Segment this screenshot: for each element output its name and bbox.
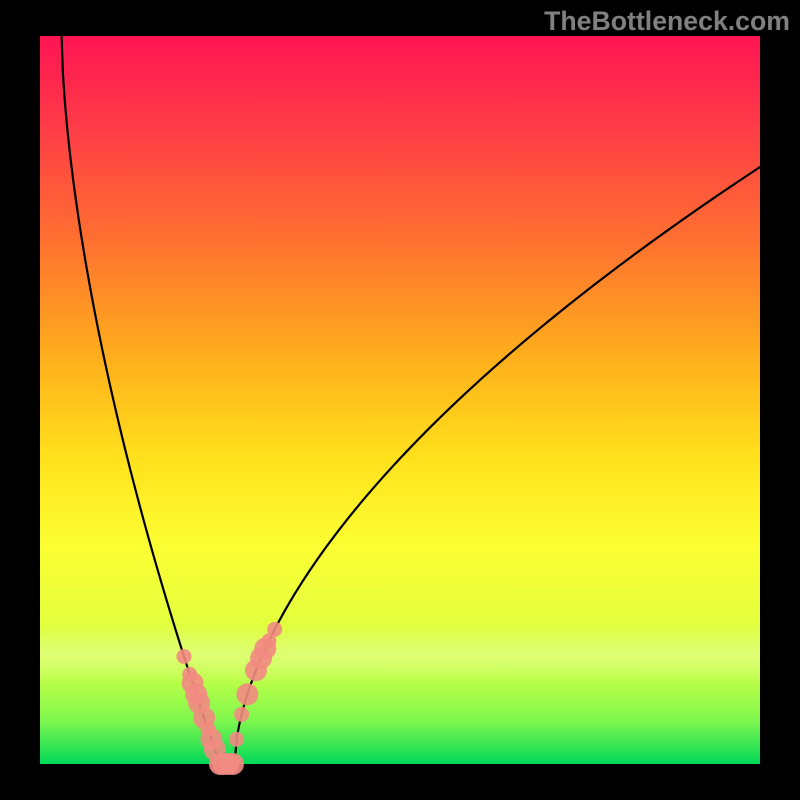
marker-point	[234, 707, 249, 722]
marker-point	[229, 732, 244, 747]
marker-point	[177, 649, 192, 664]
marker-point	[267, 622, 282, 637]
glow-band	[40, 626, 760, 684]
plot-svg	[0, 0, 800, 800]
bottleneck-chart: TheBottleneck.com	[0, 0, 800, 800]
marker-point	[222, 753, 244, 775]
watermark-text: TheBottleneck.com	[544, 6, 790, 37]
marker-point	[236, 683, 258, 705]
